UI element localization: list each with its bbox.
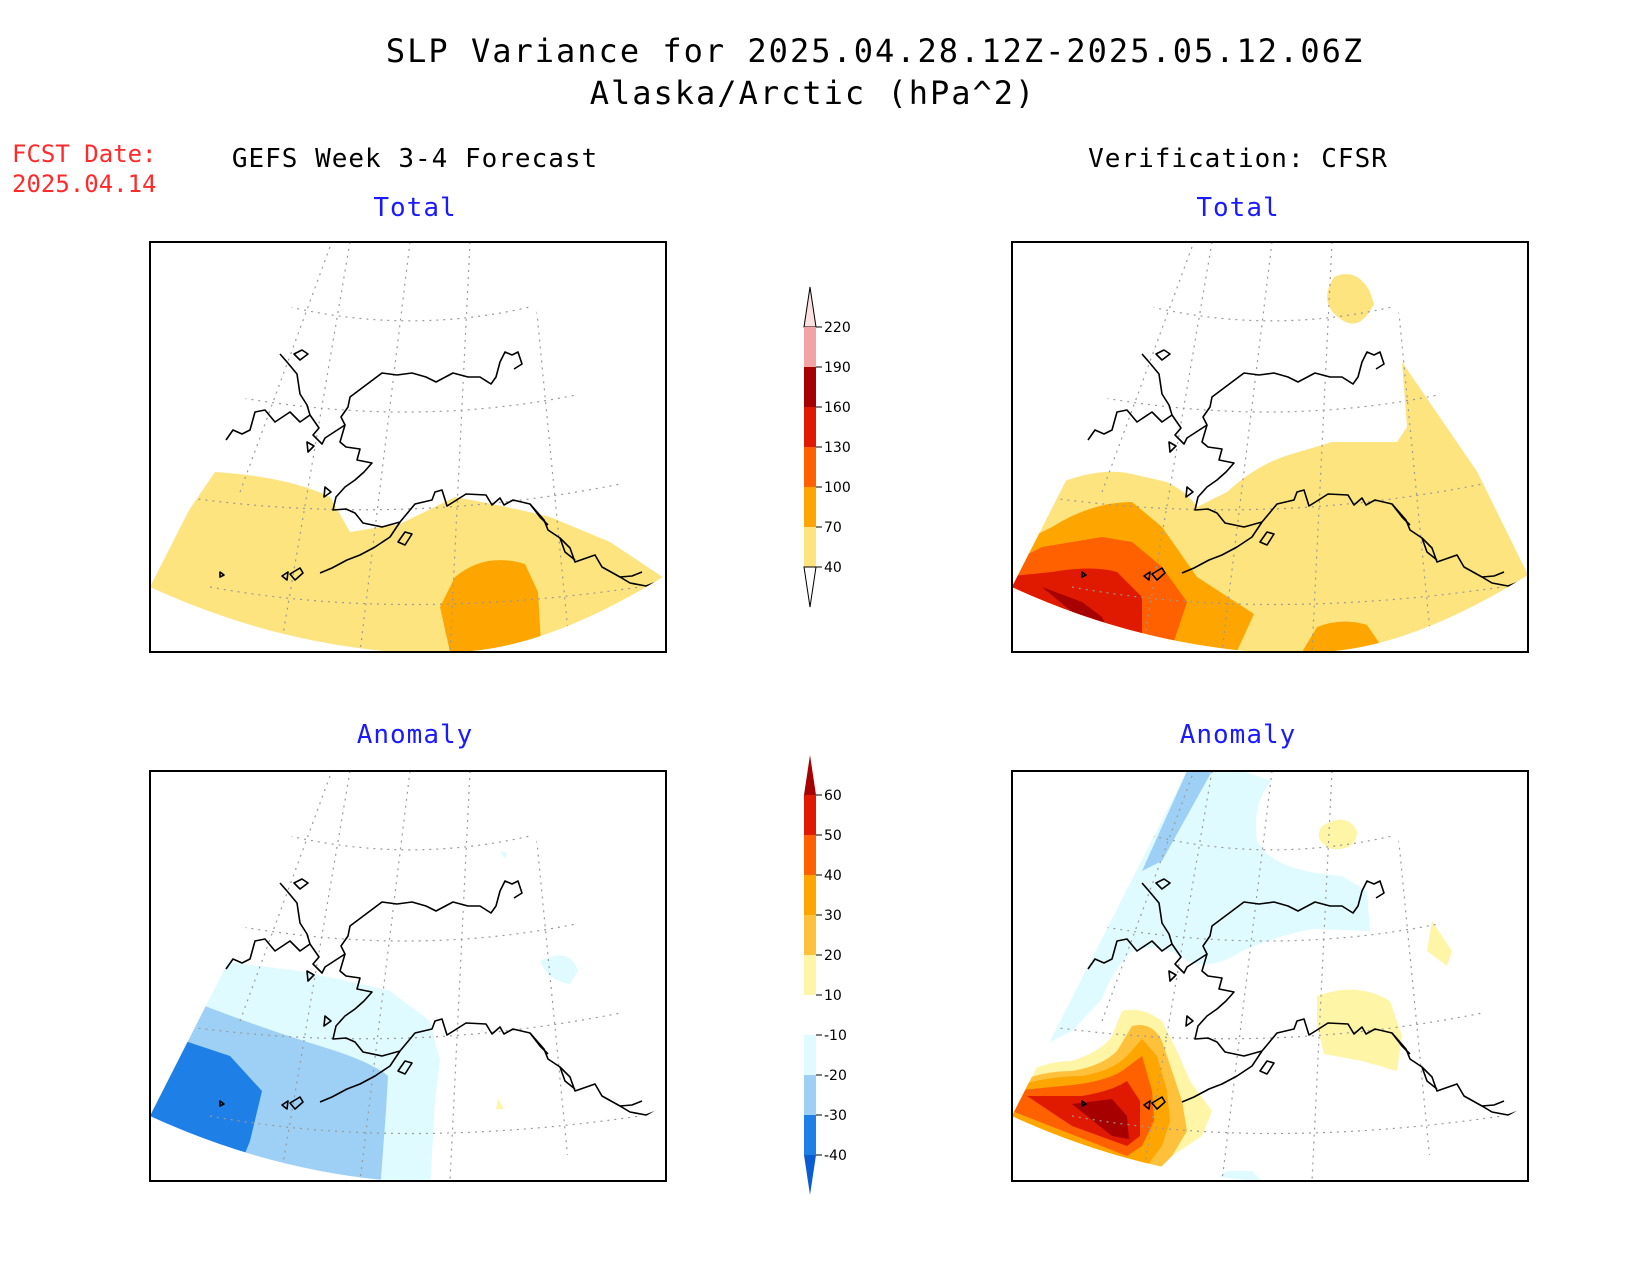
anomaly-minus20-minus10-region	[500, 851, 507, 859]
colorbar-swatch-10-20	[804, 955, 816, 995]
colorbar-tick-label: 100	[824, 480, 851, 496]
colorbar-tick-label: 160	[824, 400, 851, 416]
colorbar-tick-label: 10	[824, 988, 842, 1004]
colorbar-tick-label: 20	[824, 948, 842, 964]
colorbar-tick-label: 60	[824, 788, 842, 804]
anomaly-10-20-region	[1427, 921, 1452, 966]
colorbar-swatch-minus10-10	[804, 995, 816, 1035]
colorbar-swatch-70-100	[804, 487, 816, 527]
anomaly-colorbar: 60 50 40 30 20 10 -10 -20 -30 -40	[804, 755, 847, 1195]
forecast-anomaly-map	[149, 770, 667, 1182]
colorbar-tick-label: 50	[824, 828, 842, 844]
fcst-date-value: 2025.04.14	[12, 170, 157, 198]
total-colorbar: 220 190 160 130 100 70 40	[803, 286, 851, 608]
colorbar-swatch-40-70	[804, 527, 816, 567]
verification-anomaly-title: Anomaly	[1180, 720, 1297, 750]
fcst-date-label: FCST Date:	[12, 140, 157, 168]
colorbar-tick-label: 40	[824, 560, 842, 576]
verification-anomaly-map	[1011, 770, 1529, 1182]
verification-column-header: Verification: CFSR	[1088, 144, 1388, 174]
colorbar-tick-label: 40	[824, 868, 842, 884]
colorbar-tick-label: -30	[824, 1108, 847, 1124]
colorbar-swatch-minus20-minus10	[804, 1035, 816, 1075]
verification-total-map	[1011, 241, 1529, 653]
variance-130-160-region	[1012, 568, 1142, 652]
anomaly-10-20-region	[1317, 989, 1402, 1071]
anomaly-10-20-region	[496, 1099, 504, 1109]
colorbar-swatch-30-40	[804, 875, 816, 915]
colorbar-tick-label: 130	[824, 440, 851, 456]
colorbar-tick-label: -20	[824, 1068, 847, 1084]
colorbar-min-arrow	[803, 566, 817, 608]
variance-40-70-region	[1327, 274, 1374, 324]
figure-title: SLP Variance for 2025.04.28.12Z-2025.05.…	[386, 32, 1364, 70]
anomaly-minus20-minus10-region	[540, 955, 578, 984]
colorbar-swatch-minus40-minus30	[804, 1115, 816, 1155]
colorbar-tick-label: -40	[824, 1148, 847, 1164]
colorbar-swatch-160-190	[804, 367, 816, 407]
colorbar-min-arrow	[804, 1155, 816, 1195]
anomaly-minus30-minus20-region	[1142, 771, 1212, 871]
variance-160-190-region	[1042, 587, 1107, 627]
colorbar-swatch-130-160	[804, 407, 816, 447]
colorbar-swatch-20-30	[804, 915, 816, 955]
forecast-total-map	[149, 241, 667, 653]
forecast-total-title: Total	[373, 193, 456, 223]
colorbar-swatch-100-130	[804, 447, 816, 487]
forecast-anomaly-title: Anomaly	[357, 720, 474, 750]
anomaly-60-plus-region	[1072, 1099, 1129, 1139]
colorbar-tick-label: 30	[824, 908, 842, 924]
verification-total-title: Total	[1196, 193, 1279, 223]
colorbar-swatch-minus30-minus20	[804, 1075, 816, 1115]
variance-70-100-region	[440, 560, 542, 652]
colorbar-max-arrow	[804, 755, 816, 795]
colorbar-tick-label: 70	[824, 520, 842, 536]
colorbar-tick-label: 220	[824, 320, 851, 336]
colorbar-tick-label: 190	[824, 360, 851, 376]
colorbar-swatch-40-50	[804, 835, 816, 875]
colorbar-max-arrow	[803, 286, 817, 328]
forecast-column-header: GEFS Week 3-4 Forecast	[232, 144, 598, 174]
colorbar-swatch-190-220	[804, 327, 816, 367]
figure-subtitle: Alaska/Arctic (hPa^2)	[590, 74, 1037, 112]
colorbar-tick-label: -10	[824, 1028, 847, 1044]
colorbar-swatch-50-60	[804, 795, 816, 835]
